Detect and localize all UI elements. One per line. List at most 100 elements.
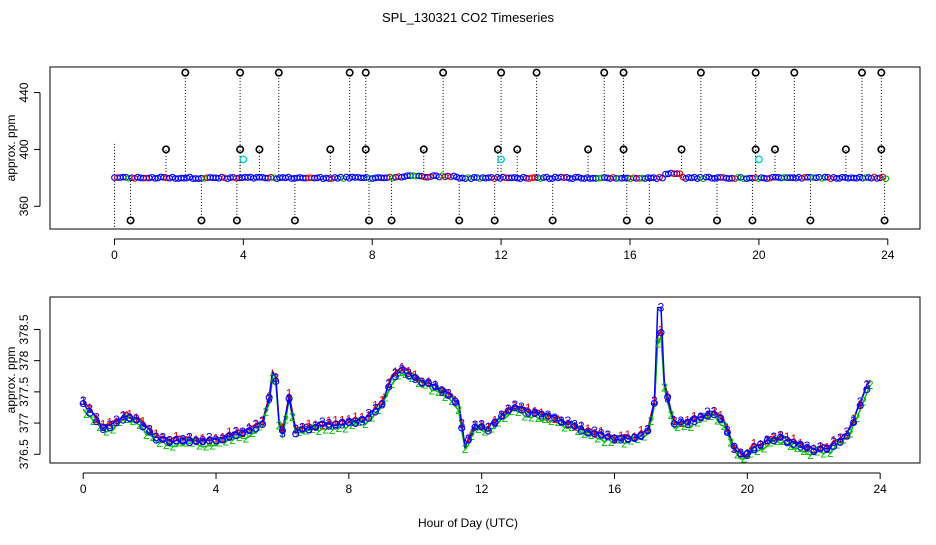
series-3-marker: 3 bbox=[472, 418, 479, 432]
series-3-marker: 3 bbox=[585, 425, 592, 439]
series-2-marker: 2 bbox=[282, 413, 289, 427]
series-circle-marker bbox=[312, 423, 320, 431]
spike-high-point bbox=[857, 68, 866, 77]
series-1-marker: 1 bbox=[306, 417, 313, 431]
series-2-marker: 2 bbox=[136, 418, 143, 432]
series-1-marker: 1 bbox=[332, 414, 339, 428]
series-circle-marker bbox=[597, 431, 605, 439]
spike-high-point bbox=[696, 68, 705, 77]
series-1-marker: 1 bbox=[545, 409, 552, 423]
series-1-marker: 1 bbox=[651, 394, 658, 408]
series-circle-marker bbox=[225, 433, 233, 441]
series-circle-marker bbox=[179, 437, 187, 445]
series-1-marker: 1 bbox=[419, 375, 426, 389]
spike-mid-point bbox=[584, 145, 593, 154]
spike-high-point bbox=[345, 68, 354, 77]
spike-low-point bbox=[232, 216, 241, 225]
series-1-marker: 1 bbox=[472, 419, 479, 433]
series-circle-marker bbox=[232, 432, 240, 440]
series-1-marker: 1 bbox=[379, 393, 386, 407]
series-1-marker: 1 bbox=[193, 433, 200, 447]
top-x-tick-label: 8 bbox=[369, 248, 376, 262]
series-circle-marker bbox=[690, 415, 698, 423]
series-3-marker: 3 bbox=[339, 418, 346, 432]
cyan-point bbox=[239, 155, 248, 164]
series-1-marker: 1 bbox=[830, 434, 837, 448]
bottom-panel: approx. ppm 0 4 8 12 16 20 24376.5377377.53783… bbox=[4, 296, 921, 496]
spike-mid-point bbox=[841, 145, 850, 154]
top-spike-points bbox=[126, 68, 889, 225]
series-circle-marker bbox=[212, 437, 220, 445]
series-circle-marker bbox=[524, 408, 532, 416]
spike-high-point bbox=[181, 68, 190, 77]
series-1-marker: 1 bbox=[585, 422, 592, 436]
series-1-marker: 1 bbox=[591, 426, 598, 440]
series-2-marker: 2 bbox=[608, 435, 615, 449]
series-3-marker: 3 bbox=[246, 422, 253, 436]
series-2-marker: 2 bbox=[389, 377, 396, 391]
series-3-marker: 3 bbox=[631, 431, 638, 445]
spike-mid-point bbox=[162, 145, 171, 154]
series-circle-marker bbox=[351, 419, 360, 428]
series-1-marker: 1 bbox=[551, 412, 558, 426]
series-1-marker: 1 bbox=[618, 429, 625, 443]
series-3-marker: 3 bbox=[133, 412, 140, 426]
series-2-marker: 2 bbox=[216, 436, 223, 450]
series-1-marker: 1 bbox=[505, 402, 512, 416]
series-2-marker: 2 bbox=[143, 428, 150, 442]
series-2-marker: 2 bbox=[103, 425, 110, 439]
series-circle-marker bbox=[511, 404, 519, 412]
series-1-marker: 1 bbox=[691, 409, 698, 423]
series-3-marker: 3 bbox=[790, 436, 797, 450]
series-3-marker: 3 bbox=[286, 392, 293, 406]
spike-high-point bbox=[439, 68, 448, 77]
series-circle-marker bbox=[703, 412, 712, 420]
spike-high-point bbox=[877, 68, 886, 77]
spike-low-point bbox=[290, 216, 299, 225]
series-3-marker: 3 bbox=[664, 392, 671, 406]
series-1-marker: 1 bbox=[272, 370, 279, 384]
series-1-marker: 1 bbox=[558, 414, 565, 428]
series-2-marker: 2 bbox=[243, 431, 250, 445]
series-1-marker: 1 bbox=[458, 417, 465, 431]
series-circle-marker bbox=[783, 439, 791, 447]
series-circle-marker bbox=[252, 425, 260, 433]
series-circle-marker bbox=[757, 440, 765, 448]
series-circle-marker bbox=[298, 425, 306, 433]
series-3-marker: 3 bbox=[106, 418, 113, 432]
top-y-tick-label: 360 bbox=[17, 196, 31, 216]
top-y-label: approx. ppm bbox=[4, 115, 18, 182]
series-3-marker: 3 bbox=[478, 418, 485, 432]
series-3-marker: 3 bbox=[445, 387, 452, 401]
series-3-marker: 3 bbox=[492, 416, 499, 430]
series-1-marker: 1 bbox=[737, 446, 744, 460]
series-3-marker: 3 bbox=[624, 432, 631, 446]
series-1-marker: 1 bbox=[160, 431, 167, 445]
spike-mid-point bbox=[419, 145, 428, 154]
series-2-marker: 2 bbox=[336, 421, 343, 435]
series-circle-marker bbox=[796, 440, 805, 449]
series-2-marker: 2 bbox=[382, 391, 389, 405]
series-circle-marker bbox=[365, 414, 373, 422]
series-circle-marker bbox=[498, 412, 506, 420]
series-2-marker: 2 bbox=[515, 405, 522, 419]
series-2-marker: 2 bbox=[800, 444, 807, 458]
spike-mid-point bbox=[770, 145, 779, 154]
series-1-marker: 1 bbox=[312, 418, 319, 432]
series-3-marker: 3 bbox=[618, 433, 625, 447]
series-1-marker: 1 bbox=[140, 415, 147, 429]
series-3-marker: 3 bbox=[140, 419, 147, 433]
series-3-marker: 3 bbox=[571, 418, 578, 432]
series-3-marker: 3 bbox=[292, 422, 299, 436]
series-circle-marker bbox=[292, 430, 300, 438]
series-circle-marker bbox=[610, 434, 619, 442]
series-1-marker: 1 bbox=[817, 440, 824, 454]
series-3-marker: 3 bbox=[525, 406, 532, 420]
series-1-marker: 1 bbox=[578, 419, 585, 433]
series-circle-marker bbox=[106, 424, 114, 432]
series-circle-marker bbox=[378, 400, 386, 408]
series-1-marker: 1 bbox=[844, 428, 851, 442]
series-2-marker: 2 bbox=[203, 439, 210, 453]
series-circle-marker bbox=[571, 422, 579, 430]
